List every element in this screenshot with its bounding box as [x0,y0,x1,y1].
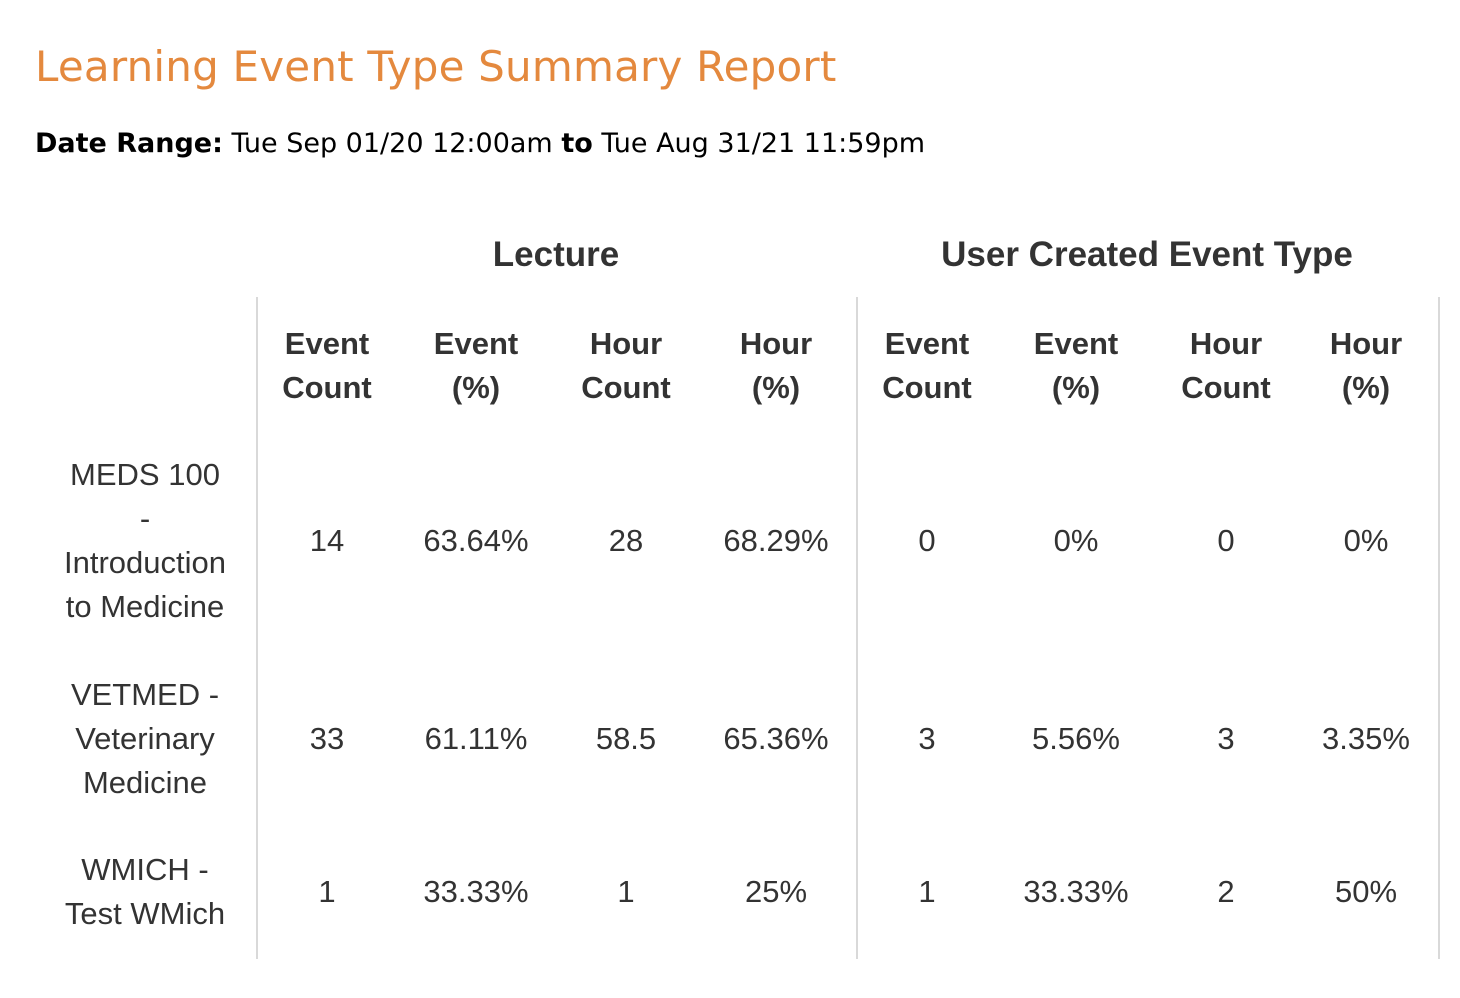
row-label: MEDS 100 - Introduction to Medicine [40,453,250,629]
column-header-line: (%) [751,370,801,405]
table-cell: 0 [918,523,936,558]
column-header-line: (%) [451,370,501,405]
row-label-line: Introduction [64,545,226,580]
column-header-line: Count [1181,370,1271,405]
column-header-line: Count [581,370,671,405]
row-label-line: - [139,501,151,536]
table-cell: 63.64% [423,523,529,558]
table-divider [256,297,258,959]
table-divider [856,297,858,959]
column-header-line: Count [282,370,372,405]
row-label: VETMED - Veterinary Medicine [40,673,250,805]
table-cell: 65.36% [723,721,829,756]
column-header-line: Hour [1329,326,1403,361]
table-cell: 61.11% [424,721,528,756]
table-cell: 0 [1217,523,1235,558]
table-cell: 3 [918,721,936,756]
column-header-line: Hour [739,326,813,361]
table-cell: 5.56% [1032,721,1120,756]
table-cell: 2 [1217,874,1235,909]
date-to-label: to [561,128,593,159]
column-header-line: (%) [1341,370,1391,405]
row-label-line: VETMED - [70,677,220,712]
column-header: Hour (%) [701,322,851,410]
table-cell: 58.5 [595,721,657,756]
table-cell: 50% [1334,874,1398,909]
row-label-line: WMICH - [81,852,209,887]
row-label-line: to Medicine [65,589,225,624]
column-header-line: Event [433,326,519,361]
row-label-line: MEDS 100 [70,457,220,492]
row-label-line: Veterinary [75,721,215,756]
column-header-line: Count [882,370,972,405]
table-cell: 1 [318,874,336,909]
column-header-line: Hour [1189,326,1263,361]
table-cell: 25% [744,874,808,909]
table-cell: 33.33% [423,874,529,909]
group-header-user-created-event-type: User Created Event Type [941,235,1353,274]
table-cell: 33.33% [1023,874,1129,909]
page-title: Learning Event Type Summary Report [35,42,837,91]
column-header: Event (%) [1001,322,1151,410]
date-range: Date Range: Tue Sep 01/20 12:00am to Tue… [35,126,925,162]
table-cell: 28 [608,523,644,558]
table-cell: 0% [1343,523,1389,558]
group-header-lecture: Lecture [492,235,620,274]
row-label-line: Test WMich [64,896,226,931]
column-header-line: Event [884,326,970,361]
column-header: Hour Count [1151,322,1301,410]
date-range-label: Date Range: [35,128,223,159]
column-header-line: Event [1033,326,1119,361]
date-start: Tue Sep 01/20 12:00am [231,128,553,159]
table-cell: 3.35% [1322,721,1410,756]
table-cell: 3 [1217,721,1235,756]
table-cell: 1 [918,874,936,909]
column-header-line: (%) [1051,370,1101,405]
column-header: Event (%) [401,322,551,410]
row-label: WMICH - Test WMich [40,848,250,936]
row-label-line: Medicine [82,765,208,800]
column-header: Hour (%) [1291,322,1441,410]
table-cell: 68.29% [723,523,829,558]
table-cell: 1 [617,874,635,909]
column-header: Event Count [252,322,402,410]
table-cell: 33 [309,721,345,756]
date-end: Tue Aug 31/21 11:59pm [601,128,926,159]
column-header-line: Hour [589,326,663,361]
column-header: Hour Count [551,322,701,410]
table-cell: 0% [1053,523,1099,558]
table-divider [1438,297,1440,959]
table-cell: 14 [309,523,345,558]
column-header-line: Event [284,326,370,361]
column-header: Event Count [852,322,1002,410]
